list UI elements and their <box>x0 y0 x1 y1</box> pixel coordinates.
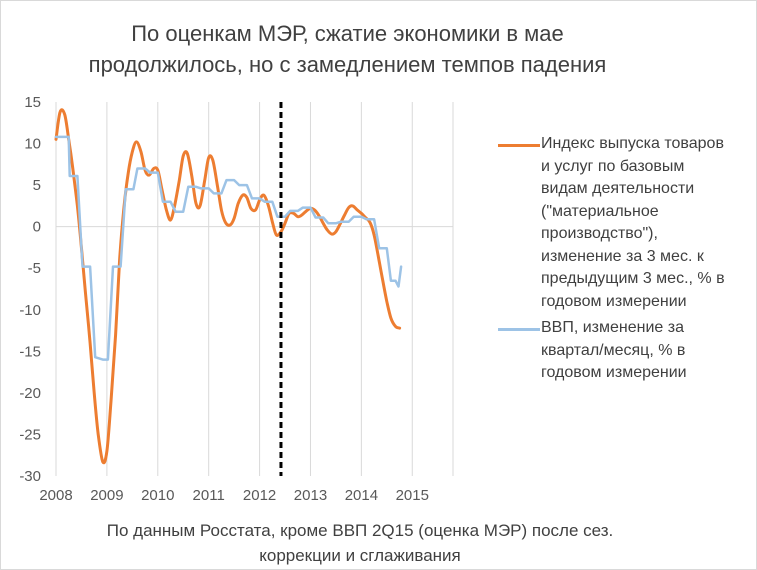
y-tick-label: 15 <box>24 94 41 111</box>
x-tick-label: 2009 <box>90 487 123 504</box>
legend: Индекс выпуска товаров и услуг по базовы… <box>492 133 752 389</box>
x-tick-label: 2014 <box>345 487 378 504</box>
x-tick-label: 2015 <box>396 487 429 504</box>
legend-swatch-output-index <box>498 144 540 147</box>
y-tick-label: -5 <box>28 260 41 277</box>
chart-title-line-2: продолжилось, но с замедлением темпов па… <box>88 52 607 77</box>
y-tick-label: 10 <box>24 136 41 153</box>
y-tick-label: -20 <box>19 385 41 402</box>
legend-item-output-index: Индекс выпуска товаров и услуг по базовы… <box>492 133 752 313</box>
legend-label-output-index: Индекс выпуска товаров и услуг по базовы… <box>541 135 725 310</box>
x-tick-label: 2010 <box>141 487 174 504</box>
x-tick-label: 2008 <box>39 487 72 504</box>
x-tick-label: 2012 <box>243 487 276 504</box>
y-tick-label: 5 <box>33 177 41 194</box>
series-line-output-index <box>54 108 402 465</box>
legend-swatch-gdp <box>498 328 540 331</box>
legend-label-gdp: ВВП, изменение за квартал/месяц, % в год… <box>541 319 687 381</box>
series-line-gdp <box>54 135 403 361</box>
y-tick-label: -25 <box>19 426 41 443</box>
y-tick-label: -30 <box>19 468 41 485</box>
y-tick-label: -10 <box>19 302 41 319</box>
y-tick-label: -15 <box>19 343 41 360</box>
chart-caption: По данным Росстата, кроме ВВП 2Q15 (оцен… <box>40 518 680 568</box>
chart-title: По оценкам МЭР, сжатие экономики в мае п… <box>60 18 635 80</box>
legend-item-gdp: ВВП, изменение за квартал/месяц, % в год… <box>492 317 752 385</box>
chart-caption-line-2: коррекции и сглаживания <box>259 546 461 565</box>
chart-title-line-1: По оценкам МЭР, сжатие экономики в мае <box>131 21 564 46</box>
x-tick-label: 2013 <box>294 487 327 504</box>
y-tick-label: 0 <box>33 219 41 236</box>
x-tick-label: 2011 <box>193 487 225 504</box>
chart-caption-line-1: По данным Росстата, кроме ВВП 2Q15 (оцен… <box>106 521 614 540</box>
